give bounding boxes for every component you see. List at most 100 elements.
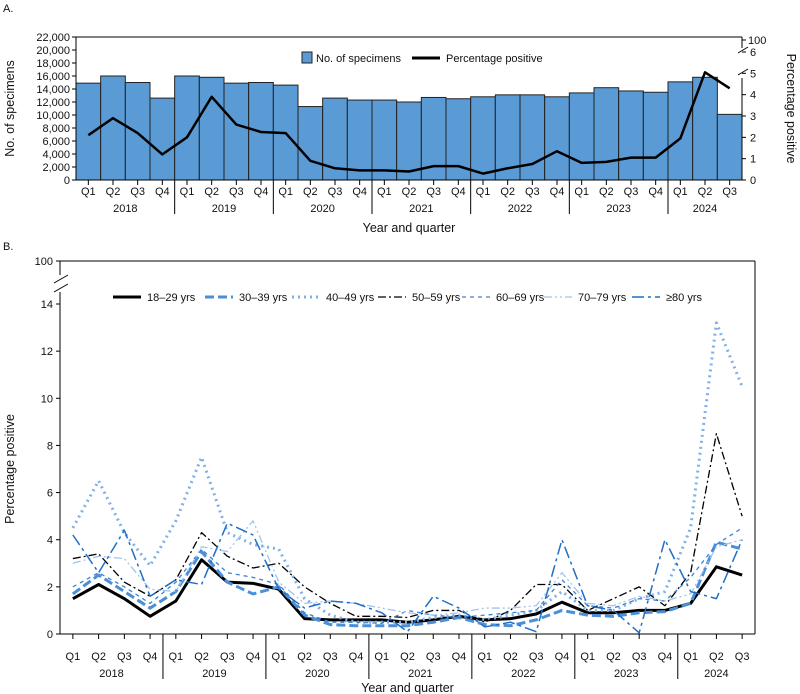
- bar-specimens: [396, 101, 422, 181]
- y-break-top-label: 100: [748, 35, 766, 47]
- axis-break-mark: [737, 46, 749, 54]
- y-tick-label: 18,000: [36, 58, 70, 70]
- legend-label: 60–69 yrs: [496, 292, 545, 304]
- bar-specimens: [642, 91, 669, 181]
- y-tick-label: 8,000: [42, 123, 70, 135]
- bar-specimens: [593, 87, 620, 181]
- y-tick-right-label: 5: [750, 68, 756, 80]
- y-tick-label: 12,000: [36, 97, 70, 109]
- legend-label: 70–79 yrs: [578, 292, 627, 304]
- x-tick-label: Q1: [673, 186, 688, 198]
- y-tick-right-label: 3: [750, 111, 756, 123]
- x-tick-label: Q2: [599, 186, 614, 198]
- axis-break-mark: [737, 68, 749, 76]
- series-line-5: [72, 520, 743, 616]
- x-tick-label: Q2: [698, 186, 713, 198]
- y-tick-label: 0: [64, 175, 70, 187]
- y-tick-label: 6,000: [42, 136, 70, 148]
- series-line-6: [72, 522, 743, 634]
- bar-specimens: [371, 99, 398, 181]
- year-label: 2021: [408, 668, 432, 680]
- series-line-4: [72, 527, 743, 625]
- y-tick-right-label: 2: [750, 132, 756, 144]
- bar-specimens: [223, 82, 250, 181]
- year-label: 2018: [99, 668, 123, 680]
- bar-specimens: [544, 96, 570, 181]
- y-axis-right-title: Percentage positive: [784, 54, 798, 164]
- x-tick-label: Q3: [323, 651, 338, 663]
- x-tick-label: Q4: [246, 651, 261, 663]
- x-tick-label: Q2: [400, 651, 415, 663]
- x-tick-label: Q1: [278, 186, 293, 198]
- x-axis-title: Year and quarter: [361, 681, 454, 694]
- x-tick-label: Q4: [451, 186, 466, 198]
- axis-break-mark: [53, 274, 69, 284]
- year-label: 2022: [511, 668, 535, 680]
- y-tick-label: 14,000: [36, 84, 70, 96]
- x-tick-label: Q1: [81, 186, 96, 198]
- bar-specimens: [149, 97, 176, 181]
- x-tick-label: Q3: [117, 651, 132, 663]
- bar-specimens: [346, 99, 373, 181]
- year-label: 2024: [704, 668, 728, 680]
- x-tick-label: Q3: [328, 186, 343, 198]
- bar-specimens: [618, 90, 644, 181]
- x-tick-label: Q2: [91, 651, 106, 663]
- x-tick-label: Q1: [374, 651, 389, 663]
- y-tick-label: 0: [47, 629, 53, 641]
- bar-specimens: [716, 113, 743, 181]
- x-tick-label: Q2: [606, 651, 621, 663]
- year-label: 2022: [508, 203, 532, 215]
- x-tick-label: Q3: [722, 186, 737, 198]
- bar-specimens: [124, 82, 151, 181]
- series-line-1: [71, 540, 743, 628]
- series-line-2: [71, 321, 744, 624]
- y-tick-right-label: 4: [750, 90, 756, 102]
- x-tick-label: Q4: [155, 186, 170, 198]
- y-tick-right-label: 6: [750, 47, 756, 59]
- x-tick-label: Q4: [550, 186, 565, 198]
- y-tick-label: 20,000: [36, 45, 70, 57]
- bar-specimens: [174, 75, 200, 181]
- series-line-0: [72, 558, 743, 624]
- x-tick-label: Q1: [66, 651, 81, 663]
- bar-specimens: [568, 92, 595, 181]
- axis-break-mark: [53, 283, 69, 293]
- x-tick-label: Q2: [106, 186, 121, 198]
- bar-specimens: [470, 96, 496, 181]
- x-tick-label: Q1: [377, 186, 392, 198]
- year-label: 2021: [409, 203, 433, 215]
- year-label: 2023: [614, 668, 638, 680]
- y-tick-label: 4: [47, 535, 53, 547]
- x-tick-label: Q2: [709, 651, 724, 663]
- x-tick-label: Q3: [220, 651, 235, 663]
- y-tick-label: 14: [41, 299, 53, 311]
- legend-label-percentage: Percentage positive: [446, 53, 543, 65]
- y-tick-label: 12: [41, 346, 53, 358]
- x-tick-label: Q1: [580, 651, 595, 663]
- x-tick-label: Q2: [503, 651, 518, 663]
- x-tick-label: Q1: [168, 651, 183, 663]
- x-tick-label: Q2: [204, 186, 219, 198]
- x-tick-label: Q4: [452, 651, 467, 663]
- y-tick-label: 4,000: [42, 149, 70, 161]
- year-label: 2018: [113, 203, 137, 215]
- x-tick-label: Q3: [632, 651, 647, 663]
- legend-swatch-specimens: [301, 51, 313, 64]
- x-tick-label: Q4: [349, 651, 364, 663]
- y-axis-left-title: No. of specimens: [3, 60, 17, 157]
- x-tick-label: Q2: [194, 651, 209, 663]
- x-tick-label: Q2: [303, 186, 318, 198]
- year-label: 2024: [693, 203, 717, 215]
- bar-specimens: [100, 75, 126, 181]
- y-tick-label: 6: [47, 488, 53, 500]
- legend-label: 18–29 yrs: [147, 292, 196, 304]
- x-tick-label: Q1: [683, 651, 698, 663]
- x-tick-label: Q3: [624, 186, 639, 198]
- y-tick-label: 10,000: [36, 110, 70, 122]
- x-axis-title: Year and quarter: [363, 221, 456, 235]
- bar-specimens: [75, 82, 102, 181]
- x-tick-label: Q4: [254, 186, 269, 198]
- x-tick-label: Q1: [271, 651, 286, 663]
